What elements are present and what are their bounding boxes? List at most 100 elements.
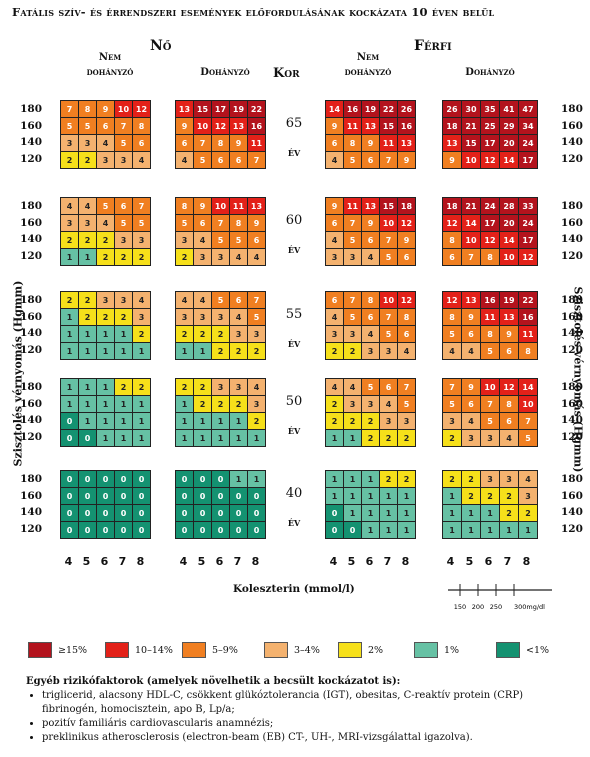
risk-cell: 12 (398, 292, 415, 308)
sbp-tick-label: 160 (20, 397, 42, 410)
risk-cell: 11 (519, 326, 537, 342)
risk-cell: 14 (500, 152, 518, 168)
cholesterol-tick-label: 7 (233, 555, 242, 568)
risk-cell: 1 (176, 413, 193, 429)
risk-cell: 3 (248, 326, 265, 342)
risk-cell: 1 (97, 430, 114, 446)
risk-cell: 2 (176, 249, 193, 265)
cholesterol-tick-label: 6 (100, 555, 109, 568)
risk-cell: 0 (133, 522, 150, 538)
legend-item: 3–4% (264, 642, 320, 658)
sbp-tick-label: 180 (20, 381, 42, 393)
risk-cell: 22 (380, 101, 397, 117)
risk-cell: 2 (79, 232, 96, 248)
risk-cell: 1 (519, 522, 537, 538)
risk-cell: 3 (97, 292, 114, 308)
risk-cell: 24 (481, 198, 499, 214)
risk-cell: 21 (462, 198, 480, 214)
risk-cell: 1 (248, 471, 265, 487)
risk-cell: 4 (176, 292, 193, 308)
sbp-ticks-right: 180 160 140 120 (561, 198, 587, 264)
risk-cell: 3 (79, 215, 96, 231)
risk-cell: 1 (500, 522, 518, 538)
risk-cell: 29 (500, 118, 518, 134)
age-unit-label: év (287, 337, 301, 350)
risk-panel-female_smoker-60: 8 9 10 11 13 5 6 7 8 9 3 4 5 5 6 2 3 3 4 4 (175, 197, 266, 266)
risk-cell: 4 (326, 309, 343, 325)
risk-cell: 1 (362, 471, 379, 487)
sbp-tick-label: 180 (20, 200, 42, 212)
risk-cell: 3 (230, 379, 247, 395)
risk-cell: 0 (61, 413, 78, 429)
risk-cell: 0 (79, 522, 96, 538)
sbp-tick-label: 160 (20, 216, 42, 229)
risk-cell: 13 (176, 101, 193, 117)
sbp-tick-label: 120 (20, 152, 42, 165)
risk-cell: 0 (61, 522, 78, 538)
risk-cell: 5 (443, 326, 461, 342)
risk-cell: 2 (481, 488, 499, 504)
risk-cell: 6 (462, 396, 480, 412)
sbp-tick-label: 120 (20, 522, 42, 535)
cholesterol-tick-label: 7 (383, 555, 392, 568)
risk-cell: 2 (79, 152, 96, 168)
risk-cell: 7 (248, 292, 265, 308)
risk-cell: 1 (362, 522, 379, 538)
cholesterol-tick-label: 5 (347, 555, 356, 568)
risk-cell: 2 (115, 249, 132, 265)
age-unit-label: év (287, 243, 301, 256)
risk-cell: 3 (115, 292, 132, 308)
risk-cell: 4 (97, 215, 114, 231)
risk-cell: 1 (133, 413, 150, 429)
legend-item: 2% (338, 642, 383, 658)
risk-cell: 0 (248, 488, 265, 504)
sbp-tick-label: 120 (20, 343, 42, 356)
risk-cell: 6 (248, 232, 265, 248)
risk-cell: 10 (194, 118, 211, 134)
risk-cell: 2 (362, 430, 379, 446)
risk-cell: 6 (362, 152, 379, 168)
risk-cell: 0 (176, 471, 193, 487)
risk-cell: 0 (194, 488, 211, 504)
female-smoker-header: Dohányzó (200, 67, 250, 78)
age-label: 65 (285, 116, 303, 131)
risk-cell: 1 (326, 471, 343, 487)
risk-cell: 4 (362, 249, 379, 265)
risk-cell: 3 (115, 152, 132, 168)
risk-cell: 0 (115, 488, 132, 504)
sbp-tick-label: 140 (561, 233, 583, 246)
risk-cell: 35 (481, 101, 499, 117)
risk-cell: 3 (344, 326, 361, 342)
legend-swatch (105, 642, 129, 658)
risk-cell: 3 (443, 413, 461, 429)
risk-cell: 5 (212, 232, 229, 248)
y-axis-label-right: Szisztolés vérnyomás (Hgmm) (571, 286, 585, 473)
risk-cell: 2 (133, 379, 150, 395)
legend-swatch (28, 642, 52, 658)
risk-cell: 2 (176, 379, 193, 395)
risk-cell: 1 (61, 379, 78, 395)
risk-cell: 1 (61, 343, 78, 359)
risk-cell: 2 (462, 471, 480, 487)
risk-cell: 5 (212, 292, 229, 308)
cholesterol-tick-label: 6 (484, 555, 493, 568)
sbp-tick-label: 160 (20, 489, 42, 502)
legend-label: 5–9% (212, 644, 238, 656)
risk-cell: 7 (248, 152, 265, 168)
risk-cell: 10 (462, 152, 480, 168)
legend-label: <1% (526, 644, 550, 656)
risk-cell: 1 (97, 326, 114, 342)
risk-cell: 13 (230, 118, 247, 134)
risk-cell: 2 (194, 326, 211, 342)
risk-panel-male_nonsmoker-65: 14 16 19 22 26 9 11 13 15 16 6 8 9 11 13 4 5 6 7 9 (325, 100, 416, 169)
sbp-tick-label: 160 (561, 310, 583, 323)
risk-cell: 1 (344, 505, 361, 521)
risk-cell: 6 (230, 292, 247, 308)
nonsmoker-line1: Nem (356, 52, 380, 63)
risk-panel-male_smoker-50: 7 9 10 12 14 5 6 7 8 10 3 4 5 6 7 2 3 3 4 5 (442, 378, 538, 447)
risk-cell: 1 (79, 379, 96, 395)
age-label: 50 (285, 394, 303, 409)
risk-cell: 3 (61, 215, 78, 231)
